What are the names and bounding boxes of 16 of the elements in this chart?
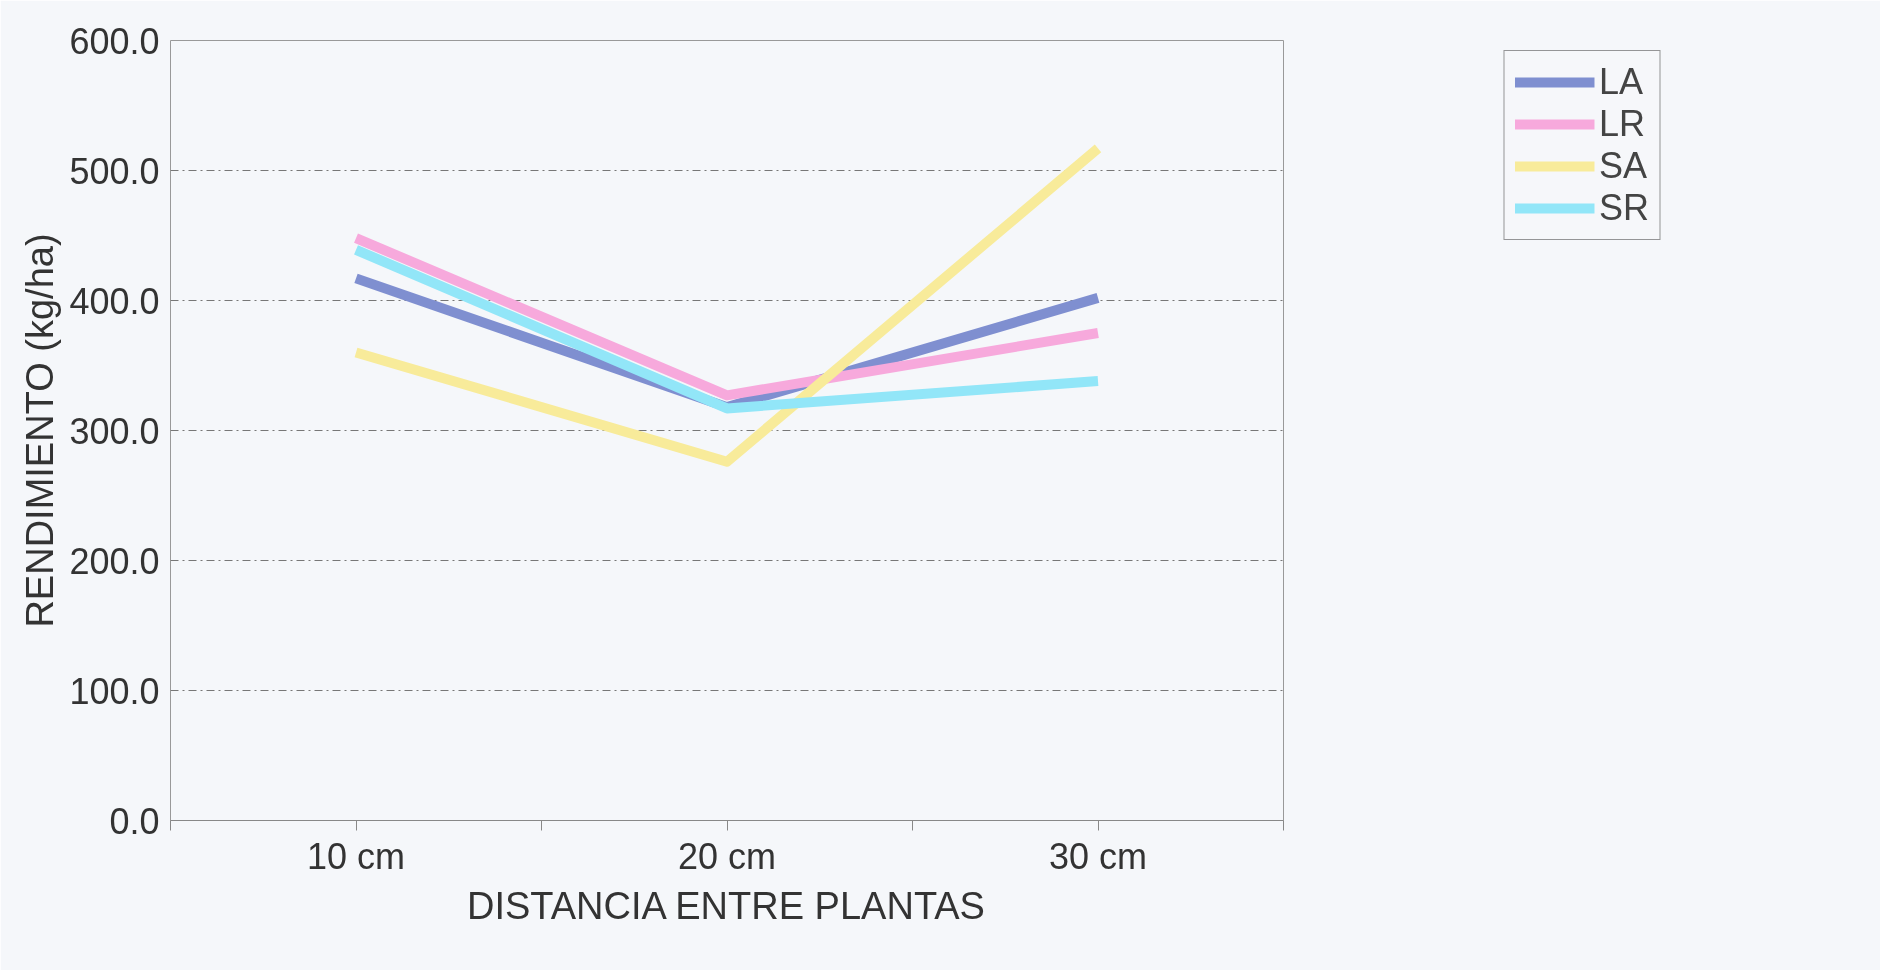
y-tick-label: 400.0 [69, 280, 160, 322]
y-tick-label: 500.0 [69, 150, 160, 192]
y-tick-label: 100.0 [69, 670, 160, 712]
legend-label: LA [1598, 61, 1644, 103]
y-tick-label: 0.0 [109, 800, 160, 842]
x-tick-label: 10 cm [306, 835, 406, 877]
x-axis-title: DISTANCIA ENTRE PLANTAS [466, 884, 985, 927]
x-tick-label: 30 cm [1048, 835, 1148, 877]
legend-label: SA [1598, 145, 1648, 187]
legend-label: SR [1598, 187, 1650, 229]
y-tick-label: 200.0 [69, 540, 160, 582]
y-tick-label: 300.0 [69, 410, 160, 452]
legend-label: LR [1598, 103, 1646, 145]
x-tick-label: 20 cm [677, 835, 777, 877]
y-axis-title: RENDIMIENTO (kg/ha) [19, 233, 62, 628]
y-tick-label: 600.0 [69, 20, 160, 62]
